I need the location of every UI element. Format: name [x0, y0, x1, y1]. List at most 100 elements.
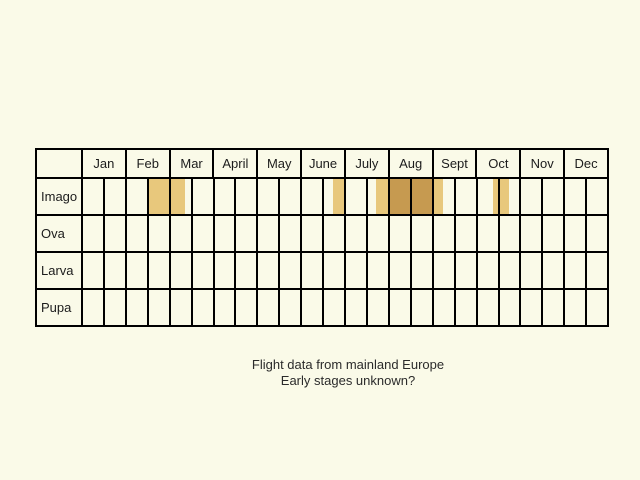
half-month-cell [521, 179, 544, 214]
half-month-cell [258, 253, 281, 288]
half-month-cell [171, 253, 193, 288]
half-month-cell [456, 290, 478, 325]
half-month-cell [434, 179, 456, 214]
half-month-cell [149, 216, 171, 251]
half-month-cell [368, 179, 390, 214]
grid-cells [83, 290, 607, 325]
half-month-cell [368, 290, 390, 325]
half-month-cell [565, 216, 588, 251]
half-month-cell [236, 253, 259, 288]
half-month-cell [324, 290, 347, 325]
half-month-cell [258, 179, 281, 214]
row-label-pupa: Pupa [37, 290, 83, 325]
caption-line-1: Flight data from mainland Europe [251, 357, 445, 372]
half-month-cell [412, 179, 434, 214]
half-month-cell [587, 216, 607, 251]
half-month-cell [587, 290, 607, 325]
half-month-cell [236, 179, 259, 214]
flight-period-bar [376, 179, 389, 214]
half-month-cell [171, 290, 193, 325]
half-month-cell [543, 216, 566, 251]
chart-caption: Flight data from mainland Europe Early s… [178, 357, 518, 389]
month-header-jan: Jan [83, 150, 127, 177]
half-month-cell [258, 290, 281, 325]
half-month-cell [302, 290, 325, 325]
half-month-cell [149, 290, 171, 325]
stage-row-imago: Imago [37, 177, 607, 214]
half-month-cell [83, 216, 105, 251]
bars-layer [83, 179, 607, 214]
month-header-sept: Sept [434, 150, 478, 177]
half-month-cell [193, 253, 215, 288]
half-month-cell [127, 290, 149, 325]
row-label-larva: Larva [37, 253, 83, 288]
phenology-table: Jan Feb Mar April May June July Aug Sept Oct Nov De… [35, 148, 609, 327]
month-header-oct: Oct [477, 150, 522, 177]
header-corner-cell [37, 150, 83, 177]
half-month-cell [456, 179, 478, 214]
half-month-cell [215, 179, 237, 214]
half-month-cell [127, 179, 149, 214]
half-month-cell [215, 253, 237, 288]
half-month-cell [236, 216, 259, 251]
half-month-cell [456, 216, 478, 251]
grid-cells [83, 179, 607, 214]
stage-row-ova: Ova [37, 214, 607, 251]
half-month-cell [302, 216, 325, 251]
half-month-cell [83, 179, 105, 214]
half-month-cell [324, 216, 347, 251]
half-month-cell [105, 216, 127, 251]
half-month-cell [565, 290, 588, 325]
half-month-cell [346, 290, 368, 325]
month-header-april: April [214, 150, 259, 177]
half-month-cell [215, 290, 237, 325]
month-header-feb: Feb [127, 150, 171, 177]
half-month-cell [434, 216, 456, 251]
half-month-cell [565, 179, 588, 214]
half-month-cell [193, 179, 215, 214]
half-month-cell [478, 216, 500, 251]
half-month-cell [500, 179, 522, 214]
month-header-june: June [302, 150, 346, 177]
half-month-cell [412, 253, 434, 288]
half-month-cell [258, 216, 281, 251]
half-month-cell [83, 290, 105, 325]
half-month-cell [280, 253, 303, 288]
half-month-cell [193, 290, 215, 325]
half-month-cell [302, 179, 325, 214]
month-header-may: May [258, 150, 303, 177]
stage-row-pupa: Pupa [37, 288, 607, 325]
half-month-cell [105, 290, 127, 325]
half-month-cell [478, 290, 500, 325]
half-month-cell [500, 253, 522, 288]
half-month-cell [105, 253, 127, 288]
half-month-cell [105, 179, 127, 214]
half-month-cell [171, 216, 193, 251]
half-month-cell [215, 216, 237, 251]
half-month-cell [412, 290, 434, 325]
half-month-cell [149, 253, 171, 288]
table-rows: Imago Ova Larva Pupa [37, 177, 607, 325]
caption-line-2: Early stages unknown? [280, 373, 416, 388]
half-month-cell [302, 253, 325, 288]
half-month-cell [500, 290, 522, 325]
timeline-ova [83, 216, 607, 251]
half-month-cell [127, 253, 149, 288]
stage-row-larva: Larva [37, 251, 607, 288]
month-header-row: Jan Feb Mar April May June July Aug Sept Oct Nov De… [37, 150, 607, 177]
half-month-cell [368, 253, 390, 288]
half-month-cell [478, 253, 500, 288]
month-header-aug: Aug [390, 150, 434, 177]
half-month-cell [587, 253, 607, 288]
half-month-cell [412, 216, 434, 251]
half-month-cell [149, 179, 171, 214]
row-label-ova: Ova [37, 216, 83, 251]
half-month-cell [456, 253, 478, 288]
half-month-cell [390, 253, 412, 288]
half-month-cell [543, 179, 566, 214]
half-month-cell [521, 290, 544, 325]
half-month-cell [390, 179, 412, 214]
half-month-cell [543, 290, 566, 325]
half-month-cell [346, 216, 368, 251]
half-month-cell [521, 216, 544, 251]
